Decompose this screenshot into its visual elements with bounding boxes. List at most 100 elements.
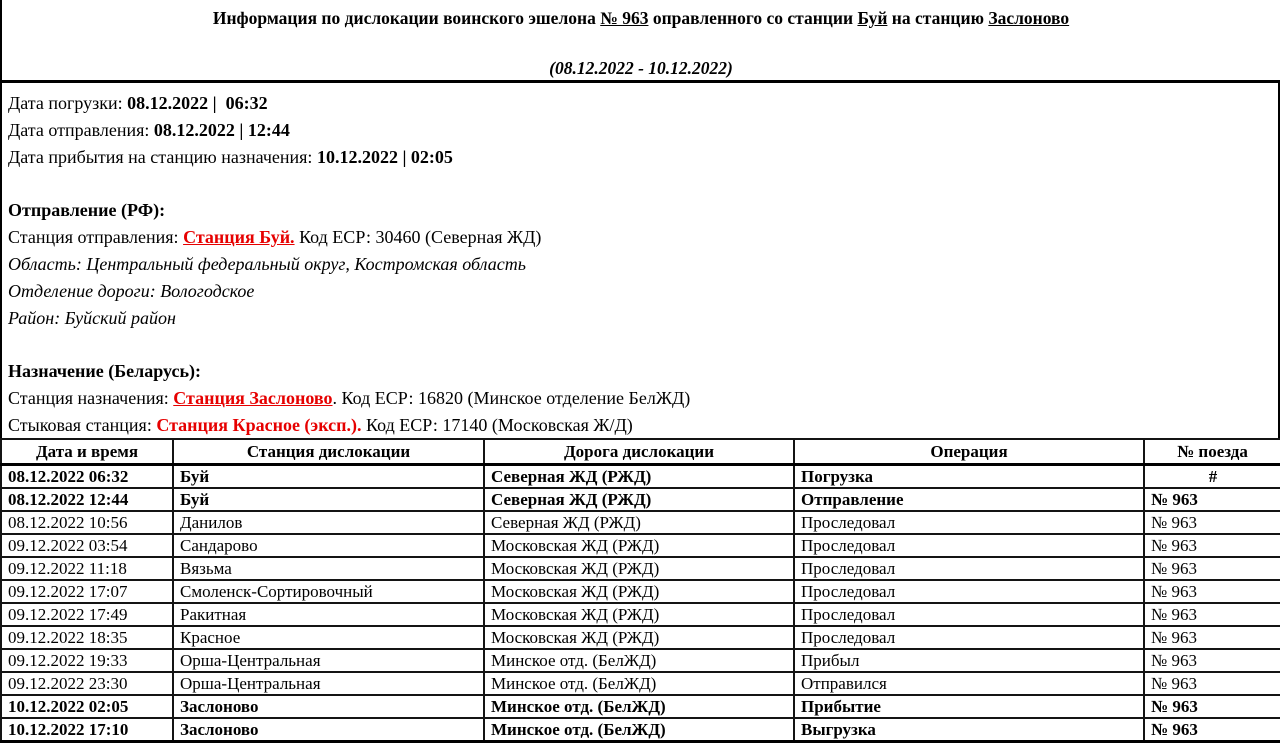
date-range-subtitle: (08.12.2022 - 10.12.2022)	[549, 58, 733, 78]
text-segment: Область: Центральный федеральный округ, …	[8, 254, 526, 274]
table-row: 08.12.2022 12:44 Буй Северная ЖД (РЖД) Отпр…	[0, 487, 1280, 512]
table-cell: Отправление	[793, 487, 1145, 512]
table-cell: Сандарово	[172, 533, 485, 558]
table-row: 09.12.2022 17:49 Ракитная Московская ЖД (Р…	[0, 602, 1280, 627]
table-cell: Московская ЖД (РЖД)	[483, 556, 795, 581]
table-cell: Минское отд. (БелЖД)	[483, 717, 795, 743]
text-segment: Дата отправления:	[8, 120, 154, 140]
text-segment: Дата прибытия на станцию назначения:	[8, 147, 317, 167]
text-segment: Отправление (РФ):	[8, 200, 166, 220]
table-cell: 09.12.2022 18:35	[0, 625, 174, 650]
table-cell: Буй	[172, 487, 485, 512]
table-cell: № 963	[1143, 625, 1280, 650]
table-cell: № 963	[1143, 648, 1280, 673]
table-cell: Северная ЖД (РЖД)	[483, 463, 795, 489]
text-segment: Буй	[857, 8, 888, 28]
table-cell: № 963	[1143, 510, 1280, 535]
table-cell: Вязьма	[172, 556, 485, 581]
info-line: Область: Центральный федеральный округ, …	[8, 251, 1270, 278]
table-cell: Заслоново	[172, 694, 485, 719]
table-cell: 10.12.2022 17:10	[0, 717, 174, 743]
table-cell: Смоленск-Сортировочный	[172, 579, 485, 604]
table-cell: Московская ЖД (РЖД)	[483, 579, 795, 604]
table-cell: Проследовал	[793, 556, 1145, 581]
table-cell: Московская ЖД (РЖД)	[483, 533, 795, 558]
table-cell: Проследовал	[793, 510, 1145, 535]
table-cell: № 963	[1143, 671, 1280, 696]
info-line: Назначение (Беларусь):	[8, 358, 1270, 385]
info-line: Отделение дороги: Вологодское	[8, 278, 1270, 305]
table-row: 08.12.2022 06:32 Буй Северная ЖД (РЖД) Погр…	[0, 463, 1280, 489]
text-segment: Станция Красное (эксп.).	[156, 415, 362, 435]
table-row: 09.12.2022 19:33 Орша-Центральная Минское …	[0, 648, 1280, 673]
table-cell: #	[1143, 463, 1280, 489]
table-cell: Орша-Центральная	[172, 648, 485, 673]
column-header: Дата и время	[0, 438, 174, 466]
table-row: 09.12.2022 23:30 Орша-Центральная Минское …	[0, 671, 1280, 696]
column-header: Станция дислокации	[172, 438, 485, 466]
table-cell: 09.12.2022 03:54	[0, 533, 174, 558]
table-cell: Погрузка	[793, 463, 1145, 489]
table-cell: Московская ЖД (РЖД)	[483, 625, 795, 650]
text-segment: Назначение (Беларусь):	[8, 361, 201, 381]
table-cell: Московская ЖД (РЖД)	[483, 602, 795, 627]
text-segment: Стыковая станция:	[8, 415, 157, 435]
table-cell: Минское отд. (БелЖД)	[483, 694, 795, 719]
table-cell: Проследовал	[793, 533, 1145, 558]
table-cell: Отправился	[793, 671, 1145, 696]
table-cell: Орша-Центральная	[172, 671, 485, 696]
table-cell: Красное	[172, 625, 485, 650]
page-title: Информация по дислокации воинского эшело…	[2, 7, 1280, 29]
text-segment: Станция отправления:	[8, 227, 184, 247]
table-cell: 08.12.2022 10:56	[0, 510, 174, 535]
info-line: Станция назначения: Станция Заслоново. К…	[8, 385, 1270, 412]
text-segment: Код ЕСР: 30460 (Северная ЖД)	[294, 227, 542, 247]
info-line: Дата прибытия на станцию назначения: 10.…	[8, 144, 1270, 171]
info-line: Район: Буйский район	[8, 305, 1270, 332]
table-cell: № 963	[1143, 694, 1280, 719]
text-segment: Код ЕСР: 17140 (Московская Ж/Д)	[361, 415, 633, 435]
table-cell: 08.12.2022 06:32	[0, 463, 174, 489]
table-cell: Выгрузка	[793, 717, 1145, 743]
table-cell: Проследовал	[793, 625, 1145, 650]
text-segment: № 963	[600, 8, 649, 28]
text-segment: Станция Буй.	[183, 227, 295, 247]
table-cell: Ракитная	[172, 602, 485, 627]
table-cell: Минское отд. (БелЖД)	[483, 671, 795, 696]
info-section: Дата погрузки: 08.12.2022 | 06:32 Дата от…	[0, 83, 1280, 438]
table-cell: Проследовал	[793, 579, 1145, 604]
table-cell: Буй	[172, 463, 485, 489]
text-segment: на станцию	[887, 8, 989, 28]
table-cell: Заслоново	[172, 717, 485, 743]
text-segment: . Код ЕСР: 16820 (Минское отделение БелЖ…	[332, 388, 691, 408]
text-segment: Заслоново	[988, 8, 1070, 28]
table-row: 09.12.2022 03:54 Сандарово Московская ЖД (…	[0, 533, 1280, 558]
table-cell: 09.12.2022 19:33	[0, 648, 174, 673]
text-segment: 10.12.2022 | 02:05	[316, 147, 453, 167]
text-segment: 08.12.2022 | 12:44	[153, 120, 290, 140]
table-cell: 09.12.2022 17:07	[0, 579, 174, 604]
table-cell: Прибыл	[793, 648, 1145, 673]
column-header: Операция	[793, 438, 1145, 466]
text-segment: Информация по дислокации воинского эшело…	[212, 8, 601, 28]
table-header-row: Дата и время Станция дислокации Дорога дис…	[0, 438, 1280, 466]
info-line: Станция отправления: Станция Буй. Код ЕС…	[8, 224, 1270, 251]
text-segment: Район: Буйский район	[8, 308, 176, 328]
table-row: 09.12.2022 18:35 Красное Московская ЖД (РЖ…	[0, 625, 1280, 650]
document-header: Информация по дислокации воинского эшело…	[0, 0, 1280, 83]
table-cell: 09.12.2022 17:49	[0, 602, 174, 627]
table-cell: Северная ЖД (РЖД)	[483, 510, 795, 535]
blank-line	[8, 171, 1270, 197]
table-cell: Прибытие	[793, 694, 1145, 719]
table-row: 09.12.2022 17:07 Смоленск-Сортировочный Мо…	[0, 579, 1280, 604]
table-cell: № 963	[1143, 533, 1280, 558]
table-cell: № 963	[1143, 556, 1280, 581]
table-row: 09.12.2022 11:18 Вязьма Московская ЖД (РЖД…	[0, 556, 1280, 581]
table-row: 10.12.2022 17:10 Заслоново Минское отд. (Б…	[0, 717, 1280, 743]
blank-line	[8, 332, 1270, 358]
text-segment: Станция назначения:	[8, 388, 174, 408]
text-segment: Станция Заслоново	[173, 388, 333, 408]
table-cell: № 963	[1143, 579, 1280, 604]
info-line: Стыковая станция: Станция Красное (эксп.…	[8, 412, 1270, 438]
